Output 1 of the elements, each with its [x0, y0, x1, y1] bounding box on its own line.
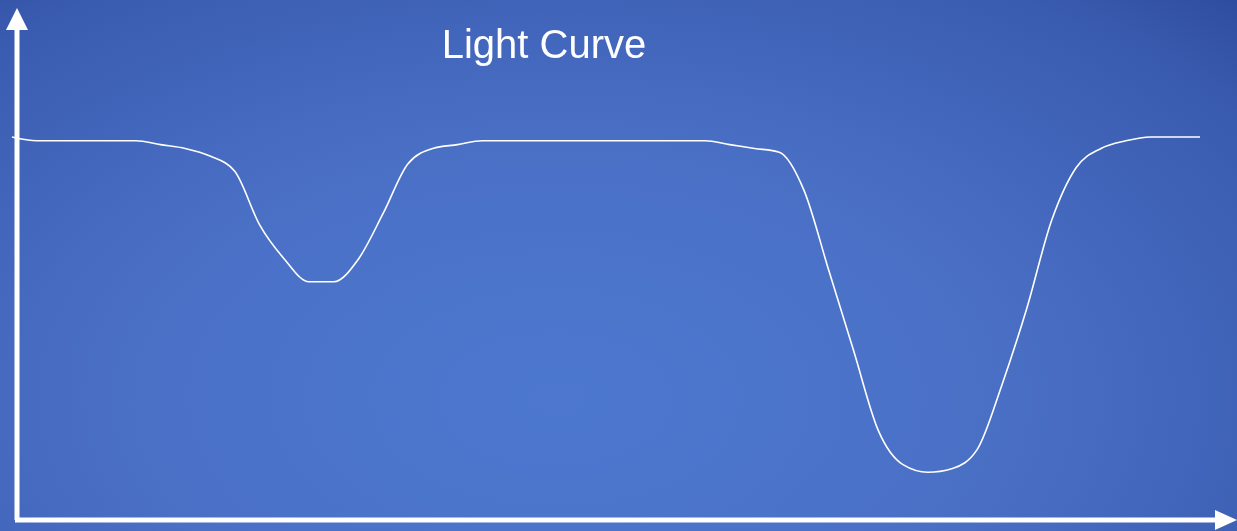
chart-title: Light Curve [441, 22, 647, 67]
